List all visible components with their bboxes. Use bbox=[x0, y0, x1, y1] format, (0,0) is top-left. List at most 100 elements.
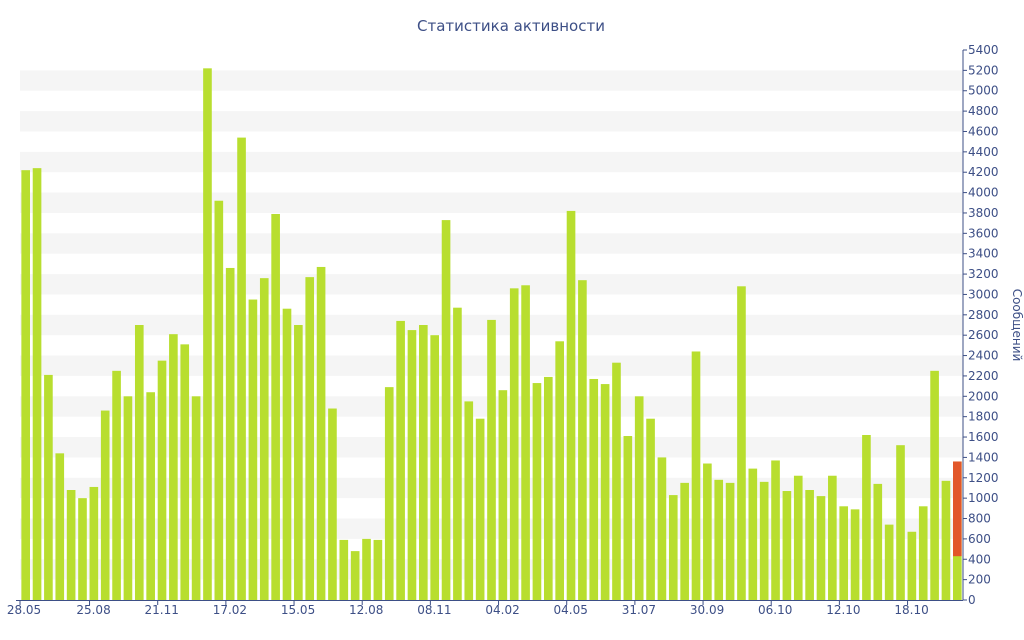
bar bbox=[498, 390, 508, 600]
x-tick-label: 15.05 bbox=[281, 603, 315, 617]
bar bbox=[453, 307, 462, 600]
bar bbox=[180, 344, 190, 600]
bar bbox=[566, 210, 576, 601]
bar bbox=[396, 320, 405, 600]
bar bbox=[78, 498, 87, 600]
y-tick-label: 3800 bbox=[968, 206, 999, 220]
bar bbox=[850, 509, 860, 600]
bar bbox=[55, 453, 65, 600]
bar bbox=[237, 137, 246, 600]
bar bbox=[373, 539, 383, 600]
bar bbox=[828, 475, 837, 600]
bar bbox=[89, 486, 99, 600]
bar bbox=[691, 351, 701, 600]
bar bbox=[532, 383, 542, 600]
x-tick-label: 28.05 bbox=[7, 603, 41, 617]
bar bbox=[907, 531, 917, 600]
bar bbox=[305, 277, 315, 600]
grid-band bbox=[20, 111, 963, 132]
grid-band bbox=[20, 70, 963, 91]
bar bbox=[896, 445, 905, 600]
y-tick-label: 2600 bbox=[968, 328, 999, 342]
bar bbox=[214, 200, 224, 601]
bar bbox=[725, 482, 735, 600]
bar bbox=[157, 360, 167, 600]
bar bbox=[703, 463, 712, 600]
y-axis: 0 200 400 600 800 1000 1200 1400 1600 1800 2000 220… bbox=[962, 43, 999, 607]
bar bbox=[839, 506, 849, 600]
bar bbox=[169, 334, 178, 600]
bar bbox=[873, 483, 883, 600]
bar bbox=[771, 460, 780, 600]
bar bbox=[487, 319, 496, 600]
y-tick-label: 2800 bbox=[968, 308, 999, 322]
bar bbox=[578, 280, 587, 600]
y-tick-label: 5200 bbox=[968, 63, 999, 77]
y-tick-label: 4400 bbox=[968, 145, 999, 159]
bar bbox=[884, 524, 894, 600]
bar bbox=[112, 370, 121, 600]
y-tick-label: 200 bbox=[968, 573, 991, 587]
grid-band bbox=[20, 274, 963, 295]
grid-band bbox=[20, 192, 963, 213]
bar bbox=[146, 392, 155, 600]
bar bbox=[623, 436, 633, 600]
bar bbox=[737, 286, 746, 600]
bar bbox=[100, 410, 110, 600]
bar bbox=[714, 479, 724, 600]
y-tick-label: 3000 bbox=[968, 287, 999, 301]
bar bbox=[930, 370, 939, 600]
bar bbox=[612, 362, 621, 600]
grid-band bbox=[20, 151, 963, 173]
bar bbox=[543, 376, 553, 600]
x-tick-label: 31.07 bbox=[622, 603, 656, 617]
grid-band bbox=[20, 233, 963, 254]
bar bbox=[793, 475, 803, 600]
y-tick-label: 3400 bbox=[968, 247, 999, 261]
bar-highlight-segment bbox=[953, 461, 962, 557]
bar bbox=[134, 325, 144, 600]
bar bbox=[589, 378, 599, 600]
x-tick-label: 08.11 bbox=[417, 603, 451, 617]
y-tick-label: 1200 bbox=[968, 471, 999, 485]
x-tick-label: 12.08 bbox=[349, 603, 383, 617]
bar bbox=[862, 435, 871, 600]
bar bbox=[419, 325, 428, 600]
bar bbox=[259, 278, 269, 600]
bar bbox=[248, 299, 258, 600]
bar bbox=[782, 491, 792, 600]
bar bbox=[350, 551, 360, 600]
bar bbox=[646, 418, 655, 600]
x-axis: 28.05 25.08 21.11 17.02 15.05 12.08 08.11 04.02… bbox=[7, 600, 963, 617]
bar bbox=[32, 168, 42, 601]
bar bbox=[203, 68, 212, 601]
bar bbox=[668, 495, 678, 600]
bar bbox=[316, 266, 326, 600]
y-tick-label: 3600 bbox=[968, 226, 999, 240]
bar bbox=[441, 220, 451, 600]
bar bbox=[430, 335, 440, 600]
bar bbox=[657, 457, 667, 600]
y-tick-label: 4200 bbox=[968, 165, 999, 179]
x-tick-label: 04.05 bbox=[554, 603, 588, 617]
y-tick-label: 2400 bbox=[968, 349, 999, 363]
bar bbox=[294, 325, 303, 600]
y-tick-label: 4600 bbox=[968, 124, 999, 138]
y-tick-label: 4000 bbox=[968, 186, 999, 200]
bar bbox=[282, 308, 292, 600]
y-tick-label: 1400 bbox=[968, 450, 999, 464]
bar bbox=[816, 496, 826, 600]
y-tick-label: 0 bbox=[968, 593, 976, 607]
y-tick-label: 5400 bbox=[968, 43, 999, 57]
bar bbox=[600, 384, 610, 600]
y-tick-label: 2000 bbox=[968, 389, 999, 403]
y-axis-label: Сообщений bbox=[1010, 289, 1024, 362]
bar bbox=[271, 213, 280, 600]
y-tick-label: 3200 bbox=[968, 267, 999, 281]
bar bbox=[464, 401, 474, 600]
x-tick-label: 25.08 bbox=[76, 603, 110, 617]
y-tick-label: 400 bbox=[968, 552, 991, 566]
y-tick-label: 1000 bbox=[968, 491, 999, 505]
